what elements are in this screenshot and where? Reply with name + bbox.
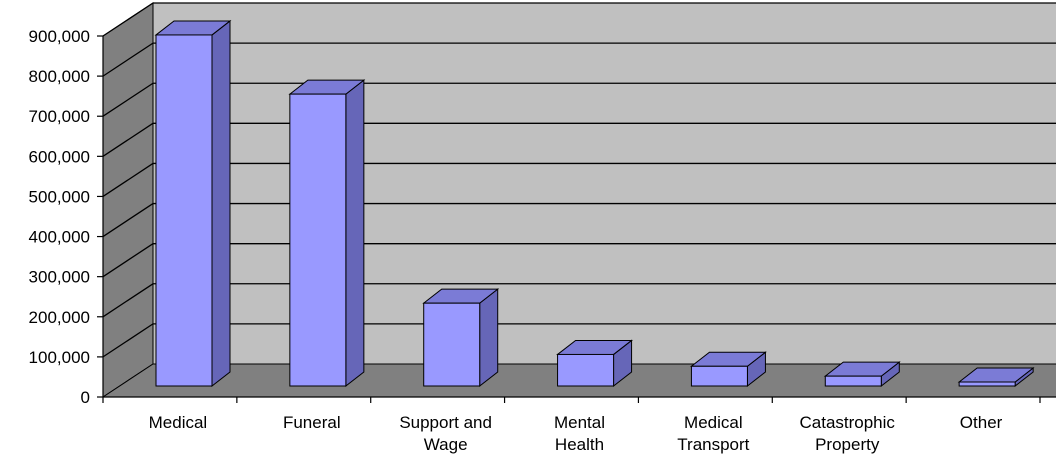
gridline <box>102 323 1056 358</box>
x-category-label-line: Medical <box>149 413 208 432</box>
side-wall <box>102 2 154 398</box>
y-tick-label: 0 <box>81 388 90 407</box>
x-category-label: Funeral <box>283 413 341 432</box>
x-category-label: Support and Wage <box>399 413 492 454</box>
bar <box>557 353 615 387</box>
x-category-label-line: Property <box>815 435 880 454</box>
gridline <box>102 162 1056 197</box>
back-wall <box>152 2 1056 365</box>
x-category-label: Other <box>960 413 1003 432</box>
x-category-label-line: Catastrophic <box>799 413 895 432</box>
x-category-label: Medical <box>149 413 208 432</box>
x-category-label-line: Other <box>960 413 1003 432</box>
y-tick-label: 700,000 <box>29 107 90 126</box>
x-category-label: Catastrophic Property <box>799 413 895 454</box>
gridline <box>102 283 1056 318</box>
x-category-label: Medical Transport <box>677 413 749 454</box>
y-tick-label: 400,000 <box>29 228 90 247</box>
y-tick-label: 500,000 <box>29 187 90 206</box>
x-category-label-line: Mental <box>554 413 605 432</box>
gridline <box>102 122 1056 157</box>
x-category-label-line: Medical <box>684 413 743 432</box>
bar <box>690 365 748 387</box>
bar <box>824 375 882 387</box>
x-category-label-line: Health <box>555 435 604 454</box>
y-tick-label: 300,000 <box>29 268 90 287</box>
x-category-label-line: Support and <box>399 413 492 432</box>
bar-side <box>211 19 231 388</box>
bar <box>289 93 347 387</box>
bar <box>958 381 1016 387</box>
bar <box>155 34 213 387</box>
gridline <box>102 202 1056 238</box>
gridline <box>102 82 1056 117</box>
y-tick-label: 200,000 <box>29 308 90 327</box>
gridline <box>102 42 1056 77</box>
x-category-label-line: Wage <box>424 435 468 454</box>
y-tick-label: 100,000 <box>29 348 90 367</box>
y-tick-label: 900,000 <box>29 27 90 46</box>
gridline <box>102 2 1056 37</box>
bar-side <box>345 79 365 388</box>
x-category-label-line: Transport <box>677 435 749 454</box>
y-tick-label: 800,000 <box>29 67 90 86</box>
gridline <box>102 243 1056 278</box>
bar-side <box>479 288 499 388</box>
x-category-label-line: Funeral <box>283 413 341 432</box>
bar <box>423 302 481 387</box>
x-category-label: Mental Health <box>554 413 605 454</box>
y-tick-label: 600,000 <box>29 147 90 166</box>
